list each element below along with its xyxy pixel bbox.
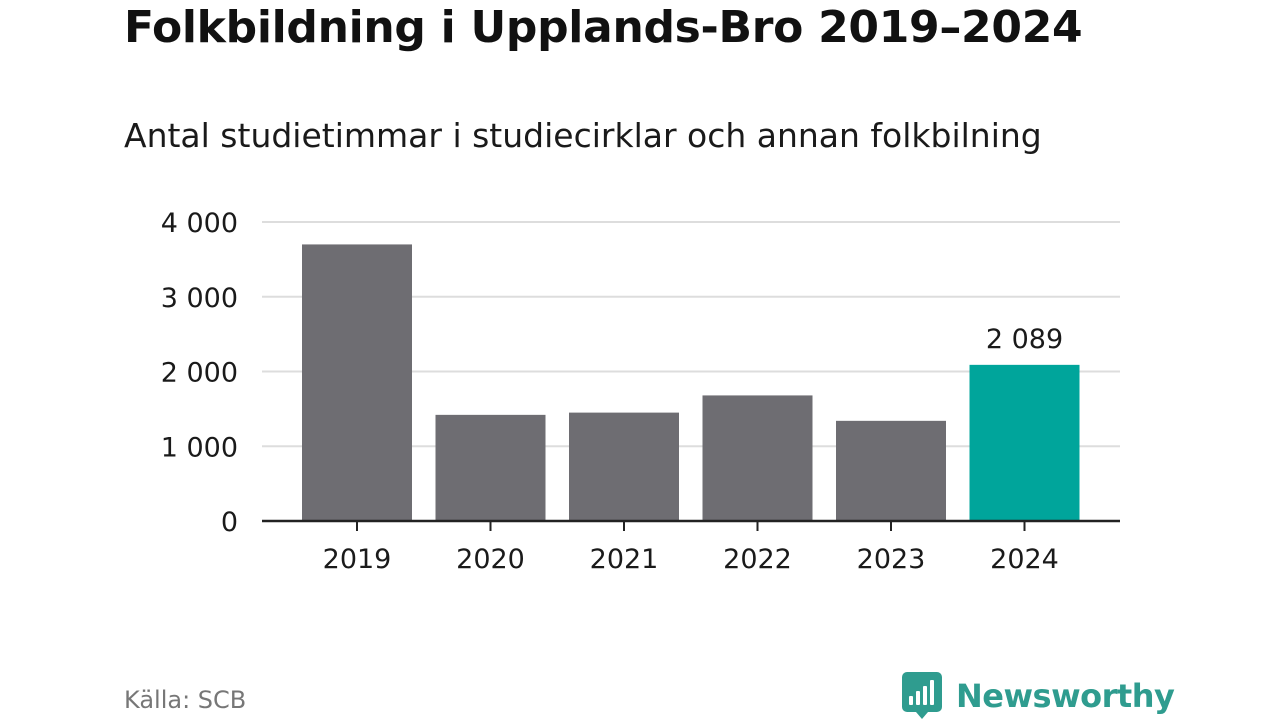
y-tick-label: 4 000 (161, 208, 238, 239)
x-tick-label: 2022 (723, 544, 792, 575)
chart-subtitle: Antal studietimmar i studiecirklar och a… (124, 116, 1042, 155)
x-tick-label: 2024 (990, 544, 1059, 575)
bar (435, 414, 546, 521)
data-label: 2 089 (986, 324, 1063, 355)
newsworthy-logo-icon (902, 672, 942, 719)
bar-chart: 0 1 000 2 000 3 000 4 000 2019 2020 2021 2022 202… (161, 208, 1120, 575)
y-tick-label: 3 000 (161, 283, 238, 314)
bar (702, 395, 813, 521)
x-tick-label: 2023 (857, 544, 926, 575)
x-tick-label: 2020 (456, 544, 525, 575)
bar (969, 364, 1080, 521)
y-tick-label: 2 000 (161, 358, 238, 389)
bar (302, 244, 412, 522)
brand-logo: Newsworthy (902, 672, 1175, 720)
brand-name: Newsworthy (956, 677, 1175, 715)
chart-title: Folkbildning i Upplands-Bro 2019–2024 (124, 2, 1083, 53)
bar (836, 420, 946, 521)
y-tick-label: 1 000 (161, 432, 238, 463)
x-tick-label: 2021 (590, 544, 659, 575)
x-tick-label: 2019 (323, 544, 392, 575)
bar (569, 412, 679, 521)
y-tick-label: 0 (221, 507, 238, 538)
source-note: Källa: SCB (124, 686, 247, 714)
